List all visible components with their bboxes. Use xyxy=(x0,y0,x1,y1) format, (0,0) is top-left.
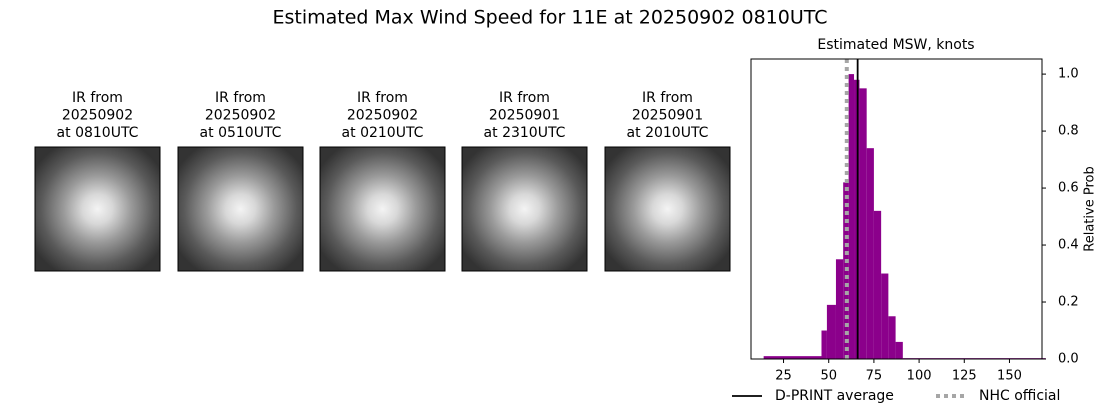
x-tick-label: 100 xyxy=(907,369,932,384)
panel-title: at 0510UTC xyxy=(200,125,282,141)
bar xyxy=(881,273,889,359)
panel-title: at 2010UTC xyxy=(627,125,709,141)
satellite-image xyxy=(34,146,161,272)
bar xyxy=(826,304,836,359)
panel-title: IR from xyxy=(72,90,123,106)
x-tick-label: 150 xyxy=(997,369,1022,384)
panel-title: at 0210UTC xyxy=(342,125,424,141)
satellite-image xyxy=(319,146,446,272)
panel-title: 20250902 xyxy=(205,108,276,124)
panel-title: 20250901 xyxy=(632,108,703,124)
plot-frame xyxy=(750,58,1043,360)
y-tick-label: 1.0 xyxy=(1058,67,1079,82)
panel-title: 20250902 xyxy=(347,108,418,124)
satellite-image xyxy=(604,146,731,272)
panel-title: at 0810UTC xyxy=(57,125,139,141)
x-tick-label: 50 xyxy=(820,369,837,384)
x-tick-label: 25 xyxy=(775,369,792,384)
panel-title: at 2310UTC xyxy=(484,125,566,141)
panel-title: IR from xyxy=(357,90,408,106)
y-axis-label: Relative Prob xyxy=(1083,166,1098,251)
bar xyxy=(854,79,860,359)
bar xyxy=(835,259,844,359)
bar xyxy=(763,356,822,359)
figure-title: Estimated Max Wind Speed for 11E at 2025… xyxy=(272,7,827,29)
legend-label: NHC official xyxy=(979,388,1060,404)
bar xyxy=(888,316,896,359)
x-tick-label: 125 xyxy=(952,369,977,384)
chart-title: Estimated MSW, knots xyxy=(817,37,974,53)
x-tick-label: 75 xyxy=(866,369,883,384)
y-tick-label: 0.6 xyxy=(1058,181,1079,196)
bar xyxy=(866,148,874,359)
panel-title: IR from xyxy=(215,90,266,106)
bar xyxy=(895,341,903,359)
satellite-image xyxy=(461,146,588,272)
bar xyxy=(848,74,855,359)
panel-title: 20250902 xyxy=(62,108,133,124)
bar xyxy=(821,330,827,359)
panel-title: 20250901 xyxy=(489,108,560,124)
panel-title: IR from xyxy=(499,90,550,106)
bar xyxy=(859,88,867,359)
y-tick-label: 0.0 xyxy=(1058,352,1079,367)
y-tick-label: 0.2 xyxy=(1058,295,1079,310)
panel-title: IR from xyxy=(642,90,693,106)
y-tick-label: 0.8 xyxy=(1058,124,1079,139)
y-tick-label: 0.4 xyxy=(1058,238,1079,253)
legend-label: D-PRINT average xyxy=(775,388,894,404)
satellite-image xyxy=(177,146,304,272)
bar xyxy=(873,210,882,359)
